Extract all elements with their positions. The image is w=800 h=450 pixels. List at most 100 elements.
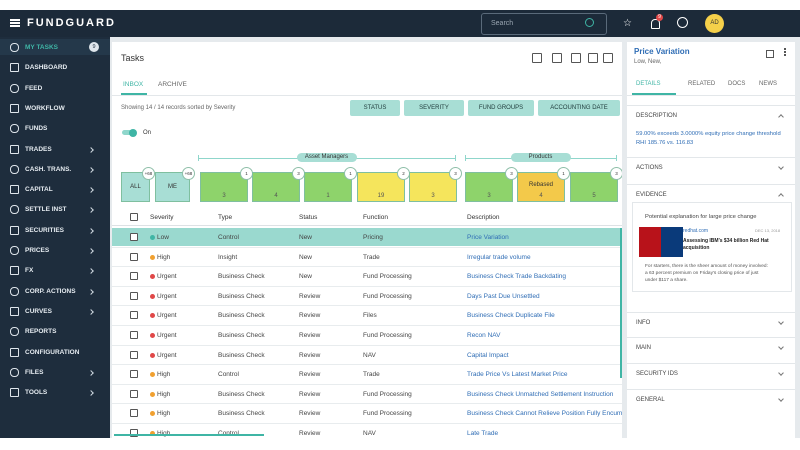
task-link[interactable]: Business Check Duplicate File (467, 312, 555, 320)
section-chevron[interactable] (778, 370, 784, 376)
search-icon[interactable] (585, 18, 594, 27)
section-title[interactable]: INFO (636, 320, 651, 326)
section-title[interactable]: EVIDENCE (636, 192, 667, 198)
column-header[interactable]: Function (363, 214, 388, 221)
chevron (88, 248, 94, 254)
nav-item[interactable]: CONFIGURATION (25, 348, 80, 356)
section-chevron[interactable] (778, 164, 784, 170)
section-chevron[interactable] (778, 193, 784, 199)
toolbar-icon[interactable] (603, 53, 613, 63)
nav-item[interactable]: FEED (25, 84, 43, 92)
evidence-headline[interactable]: Assessing IBM's $34 billion Red Hat (683, 238, 769, 244)
nav-item[interactable]: FILES (25, 368, 44, 376)
filter-tile[interactable]: 3 (200, 172, 248, 202)
filter-tile[interactable]: 19 (357, 172, 405, 202)
nav-item[interactable]: DASHBOARD (25, 64, 68, 72)
filter-tile[interactable]: 5 (570, 172, 618, 202)
nav-item[interactable]: CASH. TRANS. (25, 165, 72, 173)
nav-item[interactable]: PRICES (25, 247, 50, 254)
detail-tab[interactable]: DETAILS (636, 81, 661, 87)
filter-tile[interactable]: 4 (252, 172, 300, 202)
section-title[interactable]: ACTIONS (636, 165, 663, 171)
row-checkbox[interactable] (130, 272, 138, 281)
section-title[interactable]: DESCRIPTION (636, 113, 678, 119)
filter-button[interactable]: FUND GROUPS (468, 100, 534, 116)
row-checkbox[interactable] (130, 291, 138, 300)
detail-tab[interactable]: NEWS (759, 81, 777, 87)
task-link[interactable]: Late Trade (467, 430, 499, 437)
nav-item[interactable]: TOOLS (25, 389, 48, 397)
nav-item[interactable]: REPORTS (25, 328, 57, 336)
toolbar-icon[interactable] (552, 53, 562, 63)
nav-item[interactable]: TRADES (25, 145, 52, 153)
filter-tile[interactable]: 3 (409, 172, 457, 202)
tab[interactable]: INBOX (123, 81, 144, 88)
section-title[interactable]: GENERAL (636, 397, 665, 403)
section-title[interactable]: MAIN (636, 345, 651, 351)
task-link[interactable]: Recon NAV (467, 332, 501, 339)
row-checkbox[interactable] (130, 350, 138, 359)
toolbar-icon[interactable] (571, 53, 581, 63)
nav-item[interactable]: CURVES (25, 307, 52, 315)
evidence-source[interactable]: redhat.com (683, 228, 709, 234)
menu-icon[interactable] (10, 19, 20, 21)
column-header[interactable]: Severity (150, 214, 174, 221)
bell-icon[interactable] (651, 19, 660, 29)
toolbar-icon[interactable] (532, 53, 542, 63)
nav-item[interactable]: WORKFLOW (25, 104, 65, 112)
filter-tile[interactable]: 1 (304, 172, 352, 202)
task-link[interactable]: Trade Price Vs Latest Market Price (467, 371, 568, 379)
nav-item[interactable]: SECURITIES (25, 226, 65, 234)
task-link[interactable]: Business Check Unmatched Settlement Inst… (467, 390, 614, 398)
filter-button[interactable]: ACCOUNTING DATE (538, 100, 620, 116)
detail-tab[interactable]: RELATED (688, 81, 716, 87)
row-checkbox[interactable] (130, 389, 138, 398)
task-link[interactable]: Days Past Due Unsettled (467, 292, 540, 300)
task-link[interactable]: Business Check Trade Backdating (467, 273, 566, 281)
section-chevron[interactable] (778, 319, 784, 325)
popout-icon[interactable] (766, 50, 774, 58)
filter-tile[interactable]: Rebased 4 (517, 172, 565, 202)
nav-item[interactable]: MY TASKS (25, 44, 58, 51)
help-icon[interactable] (677, 17, 688, 28)
row-checkbox[interactable] (130, 311, 138, 320)
avatar[interactable]: AD (705, 14, 724, 33)
nav-item[interactable]: CORP. ACTIONS (25, 287, 76, 295)
filter-button[interactable]: STATUS (350, 100, 400, 116)
row-checkbox[interactable] (130, 233, 138, 241)
section-chevron[interactable] (778, 396, 784, 402)
filter-tile[interactable]: 3 (465, 172, 513, 202)
logo[interactable]: FUNDGUARD (27, 17, 116, 29)
row-checkbox[interactable] (130, 331, 138, 339)
search-box[interactable]: Search (481, 13, 607, 35)
toolbar-icon[interactable] (588, 53, 598, 63)
nav-item[interactable]: CAPITAL (25, 186, 53, 194)
task-link[interactable]: Price Variation (467, 234, 509, 241)
nav-item[interactable]: SETTLE INST (25, 206, 67, 214)
column-header[interactable]: Status (299, 214, 318, 221)
section-chevron[interactable] (778, 114, 784, 120)
section-title[interactable]: SECURITY IDS (636, 371, 678, 377)
header-checkbox[interactable] (130, 213, 138, 221)
tab[interactable]: ARCHIVE (158, 81, 187, 88)
row-checkbox[interactable] (130, 429, 138, 437)
filter-button[interactable]: SEVERITY (404, 100, 464, 116)
column-header[interactable]: Type (218, 214, 233, 221)
section-chevron[interactable] (778, 344, 784, 350)
row-checkbox[interactable] (130, 409, 138, 418)
more-icon[interactable] (784, 48, 786, 50)
chevron (88, 309, 94, 315)
evidence-headline[interactable]: acquisition (683, 245, 710, 251)
nav-item[interactable]: FUNDS (25, 125, 48, 133)
section-divider (627, 363, 795, 364)
task-link[interactable]: Capital Impact (467, 351, 509, 359)
task-link[interactable]: Business Check Cannot Relieve Position F… (467, 410, 622, 418)
detail-tab[interactable]: DOCS (728, 81, 746, 87)
row-checkbox[interactable] (130, 252, 138, 261)
nav-item[interactable]: FX (25, 267, 34, 275)
task-link[interactable]: Irregular trade volume (467, 253, 531, 261)
column-header[interactable]: Description (467, 214, 500, 221)
star-icon[interactable]: ☆ (623, 18, 632, 29)
toggle-knob[interactable] (129, 128, 137, 137)
row-checkbox[interactable] (130, 370, 138, 379)
